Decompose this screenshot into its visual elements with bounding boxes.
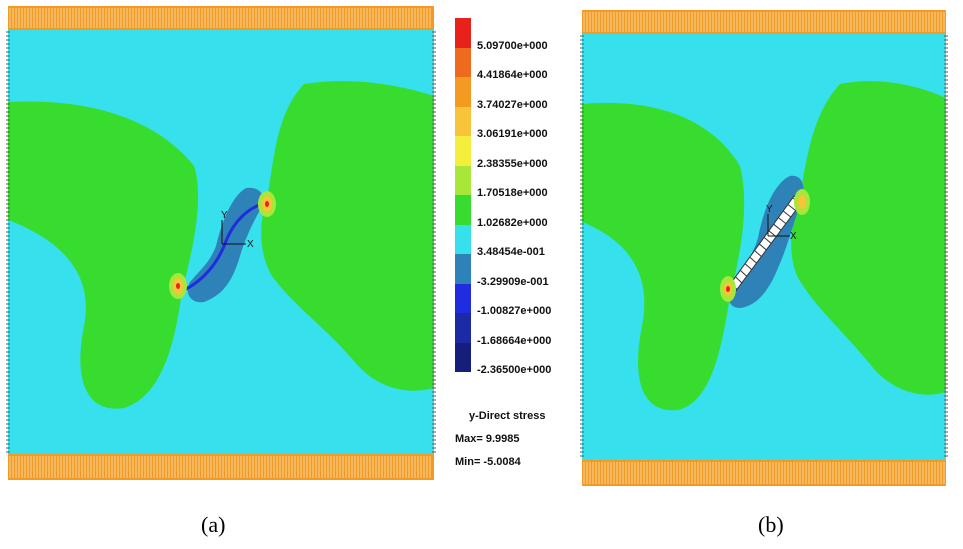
legend-swatch [455, 47, 471, 77]
legend-swatch [455, 195, 471, 225]
caption-b: (b) [758, 512, 784, 537]
legend-swatch [455, 224, 471, 254]
side-boundary-ticks [6, 31, 436, 453]
legend-level-label: 3.48454e-001 [477, 246, 545, 258]
legend-swatch [455, 106, 471, 136]
contour-plot-b: Y X [580, 10, 948, 486]
crack-line-a [181, 200, 270, 293]
stress-contour-panel-a: Y X [4, 6, 440, 486]
legend-level-label: 1.70518e+000 [477, 187, 548, 199]
legend-level-label: 1.02682e+000 [477, 216, 548, 229]
legend-title: y-Direct stress [469, 410, 546, 422]
axis-x-label-a: X [247, 239, 254, 250]
legend-swatch [455, 283, 471, 313]
axis-y-label-b: Y [766, 204, 773, 215]
legend-level-label: -2.36500e+000 [477, 364, 552, 376]
legend-level-label: -1.68664e+000 [477, 334, 552, 347]
green-region-left [8, 101, 199, 409]
top-hatch-lines [9, 8, 431, 28]
legend-swatch [455, 18, 471, 48]
legend-level-label: 2.38355e+000 [477, 157, 548, 170]
legend-level-label: 5.09700e+000 [477, 39, 548, 52]
legend-swatch [455, 165, 471, 195]
legend-max: Max= 9.9985 [455, 433, 520, 445]
side-boundary-ticks-b [580, 35, 948, 457]
legend-level-label: -3.29909e-001 [477, 275, 549, 288]
stress-contour-panel-b: Y X [580, 6, 952, 486]
legend-swatch [455, 313, 471, 343]
contour-plot-a: Y X [6, 6, 436, 480]
legend-swatch [455, 77, 471, 107]
axis-x-label-b: X [790, 231, 797, 242]
axis-triad-a [221, 220, 246, 245]
color-legend: 5.09700e+000 4.41864e+000 3.74027e+000 3.06… [455, 18, 575, 478]
legend-swatch [455, 136, 471, 166]
bottom-hatch-lines-b [583, 462, 945, 484]
axis-triad-b [767, 214, 790, 237]
legend-level-label: 3.06191e+000 [477, 128, 548, 140]
legend-level-label: 3.74027e+000 [477, 98, 548, 111]
green-region-left-b [582, 102, 745, 411]
legend-swatch [455, 254, 471, 284]
legend-min: Min= -5.0084 [455, 456, 521, 468]
green-region-right-b [791, 81, 946, 395]
bottom-hatch-lines [9, 456, 431, 478]
legend-level-label: 4.41864e+000 [477, 69, 548, 81]
green-region-right [261, 81, 434, 391]
caption-a: (a) [201, 512, 226, 537]
top-hatch-lines-b [583, 12, 945, 32]
legend-swatch [455, 342, 471, 372]
axis-y-label-a: Y [221, 210, 228, 221]
legend-level-label: -1.00827e+000 [477, 305, 552, 317]
